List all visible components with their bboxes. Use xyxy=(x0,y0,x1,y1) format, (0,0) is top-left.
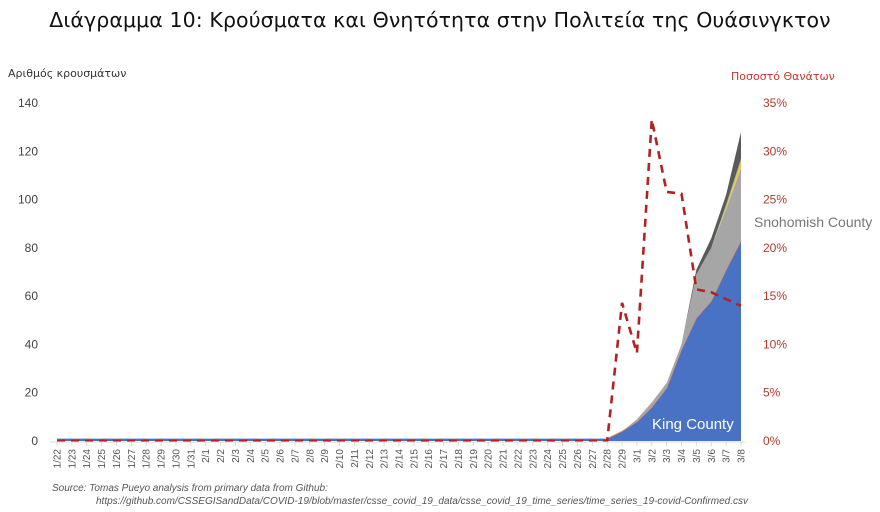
x-tick-label: 2/5 xyxy=(261,449,272,463)
right-tick-label: 0% xyxy=(763,434,781,448)
right-tick-label: 35% xyxy=(763,96,787,110)
x-tick-label: 2/20 xyxy=(484,449,495,469)
x-tick-label: 2/9 xyxy=(320,449,331,463)
x-tick-label: 3/5 xyxy=(692,449,703,463)
x-tick-label: 1/29 xyxy=(157,449,168,469)
x-tick-label: 3/7 xyxy=(722,449,733,463)
x-tick-label: 3/4 xyxy=(677,449,688,463)
x-tick-label: 2/27 xyxy=(588,449,599,469)
x-tick-label: 2/18 xyxy=(454,449,465,469)
x-tick-label: 2/17 xyxy=(439,449,450,469)
x-tick-label: 2/16 xyxy=(424,449,435,469)
left-axis-ticks: 0 20 40 60 80 100 120 140 xyxy=(18,96,38,448)
left-tick-label: 100 xyxy=(18,193,38,207)
king-county-label: King County xyxy=(652,416,734,433)
x-tick-label: 1/28 xyxy=(142,449,153,469)
right-tick-label: 5% xyxy=(763,386,781,400)
green-county-area xyxy=(57,158,741,439)
left-tick-label: 0 xyxy=(31,434,38,448)
x-tick-label: 1/25 xyxy=(97,449,108,469)
x-tick-label: 1/30 xyxy=(171,449,182,469)
left-tick-label: 120 xyxy=(18,144,38,158)
x-tick-label: 2/22 xyxy=(513,449,524,469)
x-tick-label: 3/1 xyxy=(632,449,643,463)
x-tick-label: 2/1 xyxy=(201,449,212,463)
left-tick-label: 20 xyxy=(25,386,39,400)
death-rate-line xyxy=(57,119,742,443)
x-tick-label: 1/31 xyxy=(186,449,197,469)
x-tick-label: 2/4 xyxy=(246,449,257,463)
source-url: https://github.com/CSSEGISandData/COVID-… xyxy=(96,496,748,507)
right-tick-label: 25% xyxy=(763,193,787,207)
x-tick-label: 2/24 xyxy=(543,449,554,469)
other-counties-area xyxy=(57,131,741,439)
right-axis-ticks: 0% 5% 10% 15% 20% 25% 30% 35% xyxy=(763,96,787,448)
x-tick-label: 2/10 xyxy=(335,449,346,469)
x-tick-label: 2/29 xyxy=(618,449,629,469)
right-tick-label: 10% xyxy=(763,337,787,351)
snohomish-county-label: Snohomish County xyxy=(754,214,872,230)
x-tick-label: 2/23 xyxy=(528,449,539,469)
x-tick-label: 2/13 xyxy=(380,449,391,469)
x-tick-label: 2/21 xyxy=(499,449,510,469)
x-tick-label: 3/6 xyxy=(707,449,718,463)
left-tick-label: 60 xyxy=(25,289,39,303)
x-tick-label: 3/8 xyxy=(737,449,748,463)
x-tick-label: 1/24 xyxy=(82,449,93,469)
x-tick-label: 2/25 xyxy=(558,449,569,469)
x-tick-label: 2/8 xyxy=(305,449,316,463)
stacked-areas xyxy=(57,131,742,441)
x-tick-label: 2/19 xyxy=(469,449,480,469)
x-tick-label: 3/3 xyxy=(662,449,673,463)
x-tick-label: 1/26 xyxy=(112,449,123,469)
x-tick-label: 2/11 xyxy=(350,449,361,468)
chart-title: Διάγραμμα 10: Κρούσματα και Θνητότητα στ… xyxy=(49,8,831,32)
x-tick-label: 2/12 xyxy=(365,449,376,469)
x-tick-label: 1/22 xyxy=(53,449,64,469)
x-tick-label: 2/14 xyxy=(395,449,406,469)
x-tick-label: 3/2 xyxy=(647,449,658,463)
right-axis-title: Ποσοστό Θανάτων xyxy=(731,70,835,83)
x-tick-label: 2/7 xyxy=(290,449,301,463)
left-tick-label: 80 xyxy=(25,241,39,255)
x-axis: 1/22 1/23 1/24 1/25 1/26 1/27 1/28 1/29 1/30 1/31… xyxy=(50,441,748,469)
source-note: Source: Tomas Pueyo analysis from primar… xyxy=(52,482,748,508)
source-line: Source: Tomas Pueyo analysis from primar… xyxy=(52,483,328,494)
x-tick-label: 2/15 xyxy=(409,449,420,469)
x-tick-label: 2/28 xyxy=(603,449,614,469)
x-tick-label: 1/27 xyxy=(127,449,138,469)
right-tick-label: 15% xyxy=(763,289,787,303)
right-tick-label: 20% xyxy=(763,241,787,255)
x-tick-label: 2/6 xyxy=(276,449,287,463)
left-tick-label: 140 xyxy=(18,96,38,110)
yellow-county-area xyxy=(57,160,741,439)
king-county-area xyxy=(57,240,741,441)
left-tick-label: 40 xyxy=(25,337,39,351)
x-tick-label: 2/26 xyxy=(573,449,584,469)
snohomish-county-area xyxy=(57,168,741,439)
x-tick-label: 2/3 xyxy=(231,449,242,463)
left-axis-title: Αριθμός κρουσμάτων xyxy=(8,67,127,80)
chart-canvas: 0 20 40 60 80 100 120 140 0% 5% 10% 15% 20% 25% 30% 35… xyxy=(18,96,872,469)
x-tick-label: 2/2 xyxy=(216,449,227,463)
x-tick-label: 1/23 xyxy=(67,449,78,469)
right-tick-label: 30% xyxy=(763,144,787,158)
